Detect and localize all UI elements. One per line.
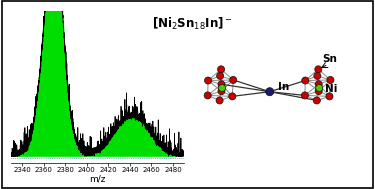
Circle shape <box>217 72 224 79</box>
Text: In: In <box>278 82 290 92</box>
Text: Sn: Sn <box>322 54 337 64</box>
Circle shape <box>217 66 225 73</box>
Circle shape <box>219 84 226 91</box>
Circle shape <box>326 93 333 100</box>
Circle shape <box>204 77 212 84</box>
Text: [Ni$_2$Sn$_{18}$In]$^-$: [Ni$_2$Sn$_{18}$In]$^-$ <box>152 16 232 32</box>
X-axis label: m/z: m/z <box>89 175 106 184</box>
Circle shape <box>204 92 211 99</box>
Text: Ni: Ni <box>325 84 337 94</box>
Circle shape <box>315 88 322 95</box>
Circle shape <box>315 66 322 73</box>
Circle shape <box>315 81 322 88</box>
Circle shape <box>230 76 237 84</box>
Circle shape <box>218 88 225 95</box>
Circle shape <box>314 72 321 79</box>
Circle shape <box>313 97 320 104</box>
Circle shape <box>266 88 274 96</box>
Circle shape <box>316 84 323 91</box>
Circle shape <box>229 93 236 100</box>
Circle shape <box>327 76 334 84</box>
Circle shape <box>302 92 308 99</box>
Circle shape <box>216 97 223 104</box>
Circle shape <box>302 77 309 84</box>
Circle shape <box>218 81 225 88</box>
